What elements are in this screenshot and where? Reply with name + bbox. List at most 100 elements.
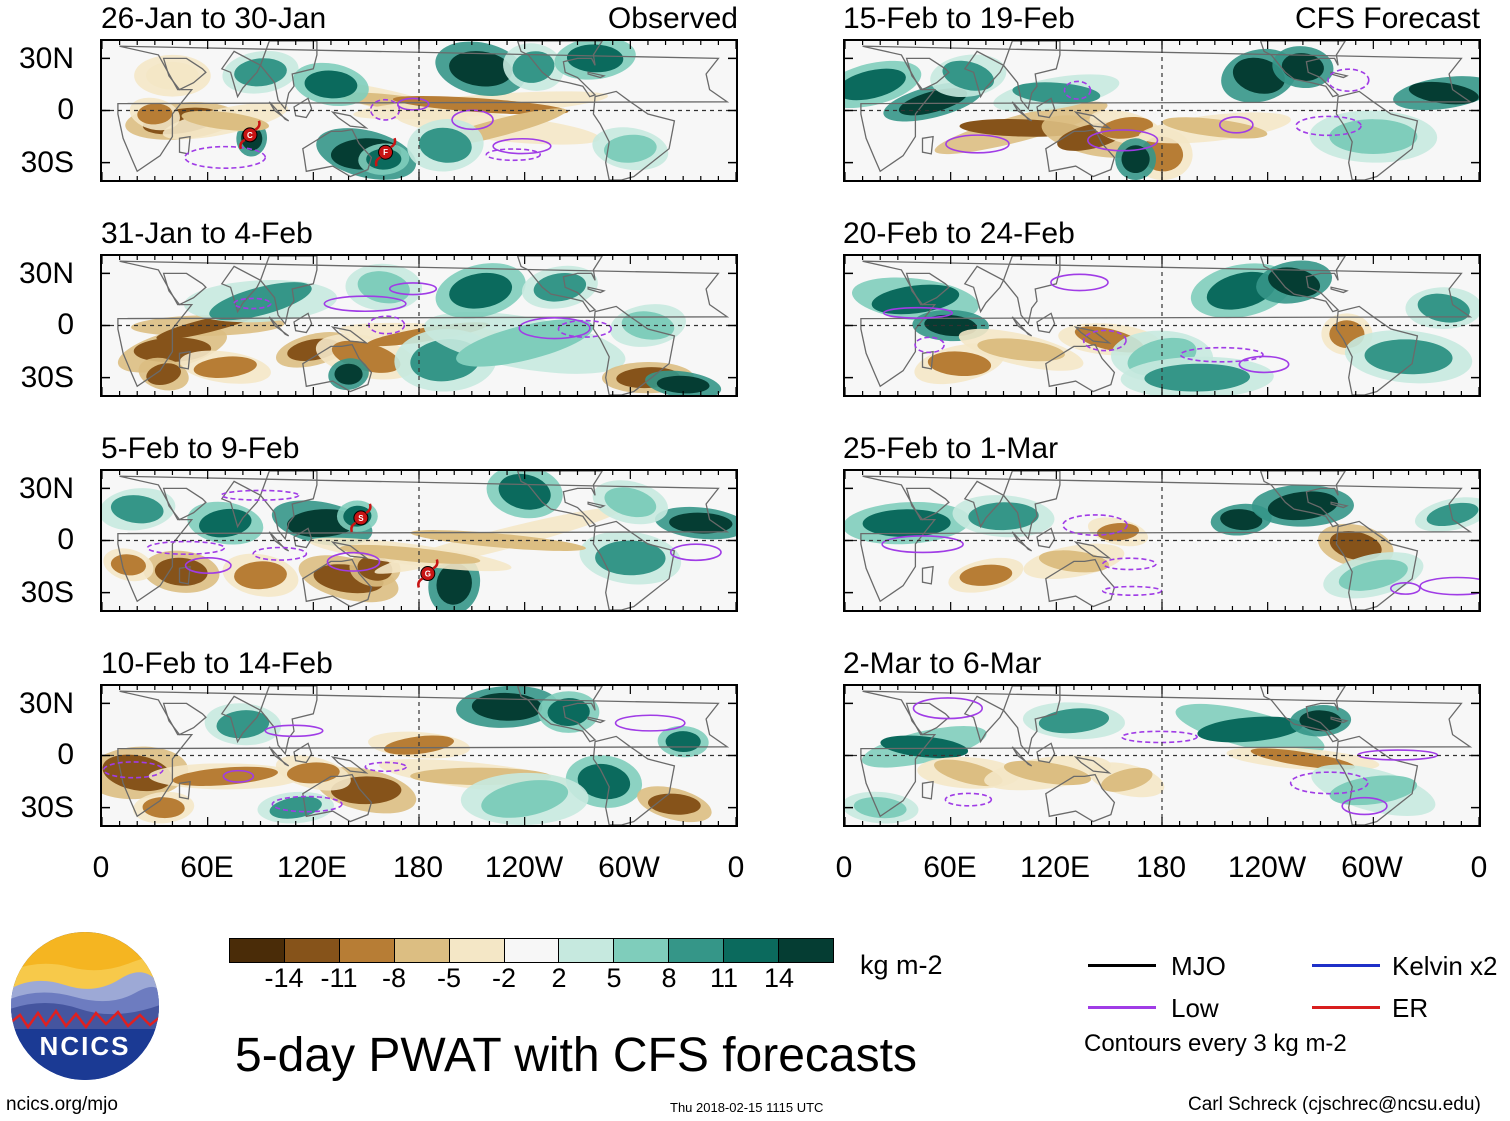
pwat-anomaly bbox=[1329, 775, 1418, 806]
lat-label-30n: 30N bbox=[18, 687, 74, 720]
low-contour bbox=[1341, 796, 1388, 816]
coastline bbox=[302, 773, 373, 823]
panel-6-title: 20-Feb to 24-Feb bbox=[843, 217, 1075, 250]
pwat-anomaly bbox=[1267, 491, 1338, 521]
legend-label-mjo: MJO bbox=[1171, 951, 1226, 981]
coastline bbox=[860, 475, 1473, 603]
map-field bbox=[102, 686, 736, 825]
map-field: CF bbox=[102, 41, 736, 180]
coastline bbox=[268, 746, 290, 767]
coastline bbox=[963, 480, 1005, 529]
coastline bbox=[963, 265, 1005, 314]
coastline bbox=[259, 256, 318, 326]
coastline bbox=[220, 695, 262, 744]
coastline bbox=[330, 541, 369, 559]
colorbar-tick-label: -5 bbox=[436, 963, 461, 993]
lon-label-60w: 60W bbox=[598, 851, 660, 884]
cyclone-arm bbox=[417, 577, 424, 588]
colorbar bbox=[229, 938, 834, 963]
low-contour bbox=[1121, 730, 1198, 744]
colorbar-tick-label: 5 bbox=[606, 963, 622, 993]
pwat-anomaly bbox=[498, 473, 551, 510]
ncics-logo-graphic bbox=[11, 932, 159, 1080]
cyclone-arm bbox=[389, 137, 397, 149]
cyclone-letter: F bbox=[383, 148, 388, 157]
colorbar-tick-label: 11 bbox=[709, 963, 739, 993]
pwat-anomaly bbox=[340, 544, 481, 564]
coastline bbox=[220, 265, 262, 314]
lon-label-120e: 120E bbox=[1019, 851, 1091, 884]
map-field bbox=[845, 686, 1479, 825]
coastline bbox=[1011, 746, 1033, 767]
map-panel-2 bbox=[100, 254, 738, 397]
colorbar-tick-label: 2 bbox=[551, 963, 567, 993]
coastline bbox=[117, 260, 730, 388]
colorbar-tick-label: -14 bbox=[264, 963, 304, 993]
legend-label-er: ER bbox=[1392, 993, 1429, 1023]
pwat-anomaly bbox=[1364, 339, 1453, 375]
low-contour bbox=[882, 306, 953, 319]
pwat-anomaly bbox=[234, 58, 287, 87]
low-contour bbox=[914, 336, 945, 354]
colorbar-tick-label: 8 bbox=[661, 963, 677, 993]
low-contour bbox=[271, 795, 343, 813]
coastline bbox=[293, 527, 313, 549]
low-contour bbox=[396, 97, 430, 111]
pwat-anomaly bbox=[1101, 767, 1153, 792]
pwat-anomaly bbox=[1417, 293, 1470, 323]
pwat-anomaly bbox=[334, 363, 363, 385]
colorbar-swatch bbox=[503, 939, 559, 962]
coastline bbox=[330, 111, 369, 129]
pwat-anomaly bbox=[968, 502, 1039, 531]
coastline bbox=[905, 57, 950, 91]
colorbar-units: kg m-2 bbox=[860, 950, 943, 980]
pwat-anomaly bbox=[449, 272, 513, 309]
pwat-anomaly bbox=[1329, 119, 1418, 154]
lon-label-120w: 120W bbox=[484, 851, 564, 884]
tropical-cyclone-marker: G bbox=[417, 559, 439, 588]
coastline bbox=[1330, 286, 1349, 294]
pwat-anomaly bbox=[603, 134, 657, 163]
low-contour bbox=[146, 540, 226, 555]
coastline bbox=[1011, 101, 1033, 122]
pwat-anomaly bbox=[1426, 502, 1479, 527]
lon-label-0: 0 bbox=[835, 851, 853, 884]
pwat-anomaly bbox=[853, 797, 907, 819]
low-contour bbox=[1179, 346, 1264, 363]
pwat-anomaly bbox=[392, 95, 569, 115]
lat-label-30s: 30S bbox=[20, 576, 74, 609]
coastline bbox=[302, 343, 373, 393]
pwat-anomaly bbox=[1220, 509, 1263, 531]
coastline bbox=[1002, 686, 1061, 756]
pwat-anomaly bbox=[193, 356, 257, 378]
pwat-anomaly bbox=[357, 271, 410, 304]
pwat-anomaly bbox=[1197, 716, 1303, 743]
lon-label-180: 180 bbox=[392, 851, 444, 884]
lat-label-0: 0 bbox=[57, 738, 74, 771]
panel-1-title: 26-Jan to 30-Jan bbox=[101, 2, 327, 35]
coastline bbox=[587, 71, 606, 79]
coastline bbox=[178, 780, 191, 800]
pwat-anomaly bbox=[436, 563, 472, 605]
cyclone-letter: G bbox=[425, 570, 431, 579]
map-panel-6 bbox=[843, 254, 1481, 397]
coastline bbox=[592, 520, 676, 610]
low-contour bbox=[1218, 116, 1254, 134]
coastline bbox=[268, 316, 290, 337]
cyclone-arm bbox=[374, 156, 382, 167]
coastline bbox=[1045, 343, 1116, 393]
coastline bbox=[1002, 256, 1061, 326]
coastline bbox=[117, 690, 730, 818]
legend-line-low bbox=[1088, 1006, 1156, 1009]
footer-url[interactable]: ncics.org/mjo bbox=[6, 1094, 118, 1115]
lat-label-0: 0 bbox=[57, 523, 74, 556]
pwat-anomaly bbox=[647, 793, 701, 815]
pwat-anomaly bbox=[146, 61, 199, 90]
coastline bbox=[592, 90, 676, 180]
pwat-anomaly bbox=[110, 554, 146, 576]
pwat-anomaly bbox=[419, 127, 472, 163]
coastline bbox=[220, 480, 262, 529]
cyclone-symbol bbox=[420, 566, 436, 582]
pwat-anomaly bbox=[512, 51, 555, 83]
